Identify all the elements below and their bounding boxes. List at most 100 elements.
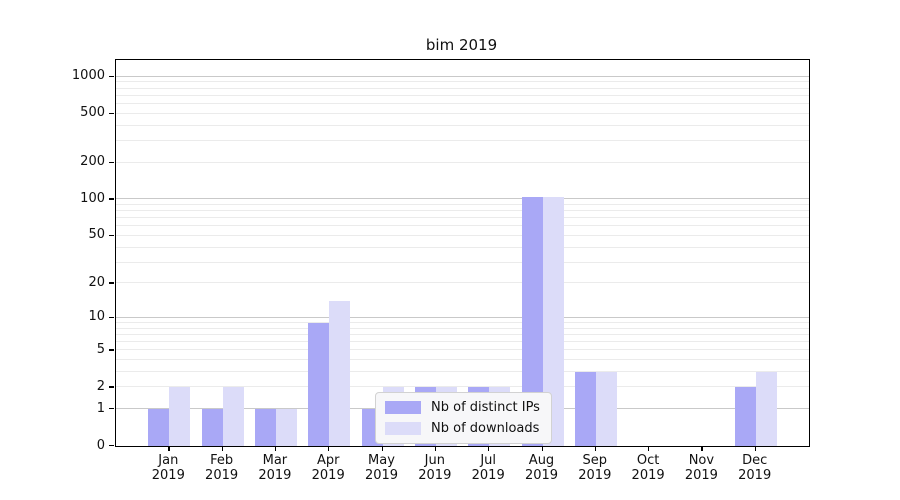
legend-label: Nb of distinct IPs [431,400,540,415]
x-tick-year: 2019 [524,468,559,483]
major-gridline [116,316,809,318]
x-tick-label: Aug 2019 [512,453,572,483]
y-tick-label: 50 [88,227,105,243]
minor-gridline [116,140,809,141]
minor-gridline [116,203,809,205]
minor-gridline [116,94,809,96]
x-tick-month: Oct [636,453,660,468]
chart-title: bim 2019 [425,36,498,54]
minor-gridline [116,246,809,248]
x-tick-month: Feb [210,453,234,468]
y-tick-label: 2 [96,378,105,394]
x-tick-mark [488,446,490,451]
x-tick-year: 2019 [418,468,452,483]
y-tick-label: 1 [96,400,105,416]
minor-gridline [116,341,809,342]
bar-dec-downloads [755,371,777,446]
bar-jan-downloads [169,387,191,446]
y-tick-mark [109,282,114,284]
x-tick-mark [381,446,383,451]
x-tick-month: Jan [158,453,179,468]
x-tick-mark [541,446,543,451]
y-tick-label: 1000 [71,68,105,84]
minor-gridline [116,87,809,89]
minor-gridline [116,81,809,83]
minor-gridline [116,161,809,163]
x-tick-mark [221,446,223,451]
x-tick-mark [434,446,437,451]
y-tick-mark [109,349,114,351]
x-tick-label: Nov 2019 [671,453,731,483]
x-tick-label: Dec 2019 [725,453,785,483]
x-tick-year: 2019 [684,468,718,483]
x-tick-label: May 2019 [352,453,412,483]
y-tick-label: 20 [88,274,105,290]
y-tick-mark [109,408,114,410]
y-tick-mark [109,316,114,319]
x-tick-year: 2019 [631,468,665,483]
legend-swatch [385,401,421,414]
y-tick-label: 0 [96,437,105,453]
minor-gridline [116,103,809,105]
bar-sep-downloads [595,371,617,446]
legend-label: Nb of downloads [431,421,540,436]
minor-gridline [116,124,809,126]
minor-gridline [116,333,809,335]
y-tick-mark [109,445,114,447]
x-tick-year: 2019 [205,468,239,483]
x-tick-year: 2019 [578,468,612,483]
x-tick-month: Sep [582,453,608,468]
x-tick-label: Jun 2019 [405,453,465,483]
x-tick-label: Jul 2019 [458,453,518,483]
y-tick-mark [109,161,114,163]
x-tick-month: May [368,453,395,468]
x-tick-month: Apr [316,453,340,468]
major-gridline [116,75,809,77]
x-tick-year: 2019 [471,468,505,483]
x-tick-month: Mar [262,453,288,468]
x-tick-label: Feb 2019 [192,453,252,483]
minor-gridline [116,210,809,212]
minor-gridline [116,282,809,284]
legend: Nb of distinct IPs Nb of downloads [375,392,552,444]
x-tick-label: Sep 2019 [565,453,625,483]
x-tick-mark [701,446,703,451]
x-tick-mark [594,446,597,451]
y-tick-label: 10 [88,309,105,325]
bar-mar-ips [254,409,276,446]
y-tick-mark [109,198,114,200]
y-tick-mark [109,75,114,78]
bar-feb-ips [201,409,223,446]
y-tick-label: 200 [80,154,105,170]
bar-sep-ips [574,371,596,446]
minor-gridline [116,112,809,114]
minor-gridline [116,349,809,351]
minor-gridline [116,386,809,388]
x-tick-year: 2019 [258,468,292,483]
minor-gridline [116,225,809,227]
bar-apr-downloads [329,301,351,446]
x-tick-mark [274,446,277,451]
bar-dec-ips [734,387,756,446]
bar-aug-downloads [542,196,564,446]
minor-gridline [116,234,809,236]
x-tick-month: Nov [688,453,715,468]
y-tick-mark [109,234,114,237]
bar-feb-downloads [222,387,244,446]
bar-jan-ips [148,409,170,446]
y-tick-mark [109,386,114,388]
x-tick-month: Aug [528,453,555,468]
bar-aug-ips [521,196,543,446]
legend-swatch [385,422,421,435]
minor-gridline [116,359,809,360]
legend-row-downloads: Nb of downloads [385,421,540,436]
x-tick-month: Dec [742,453,768,468]
bar-apr-ips [308,323,330,446]
y-tick-label: 100 [80,190,105,206]
minor-gridline [116,261,809,263]
x-tick-year: 2019 [364,468,399,483]
x-tick-label: Mar 2019 [245,453,305,483]
x-tick-label: Jan 2019 [138,453,198,483]
x-tick-label: Oct 2019 [618,453,678,483]
